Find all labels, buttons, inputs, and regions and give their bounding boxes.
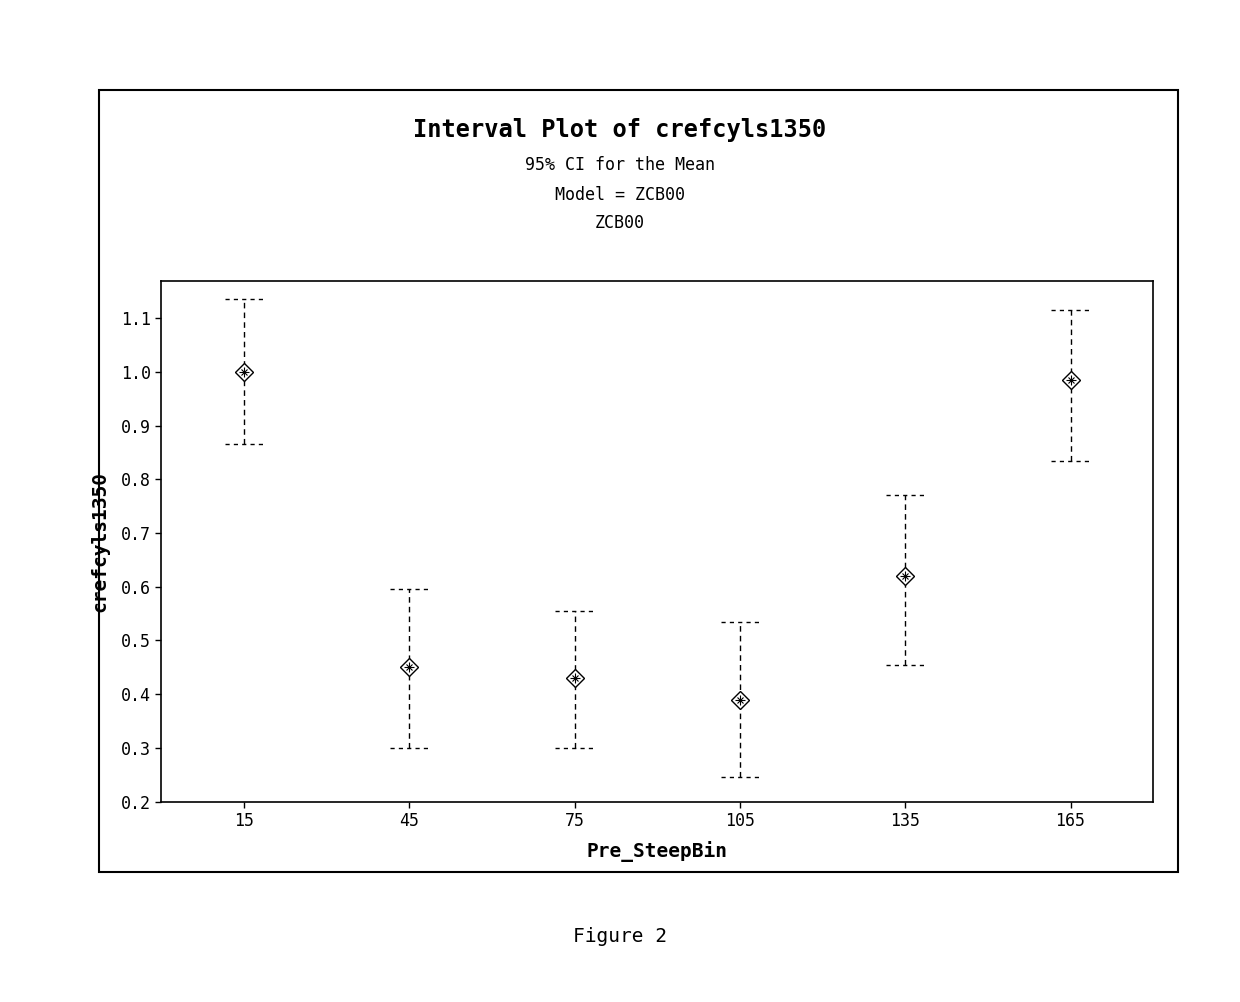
Text: Interval Plot of crefcyls1350: Interval Plot of crefcyls1350 xyxy=(413,118,827,142)
Text: Figure 2: Figure 2 xyxy=(573,928,667,946)
Text: ZCB00: ZCB00 xyxy=(595,214,645,232)
Text: Model = ZCB00: Model = ZCB00 xyxy=(556,186,684,204)
Y-axis label: crefcyls1350: crefcyls1350 xyxy=(91,471,109,611)
Text: 95% CI for the Mean: 95% CI for the Mean xyxy=(525,156,715,174)
X-axis label: Pre_SteepBin: Pre_SteepBin xyxy=(587,841,728,862)
